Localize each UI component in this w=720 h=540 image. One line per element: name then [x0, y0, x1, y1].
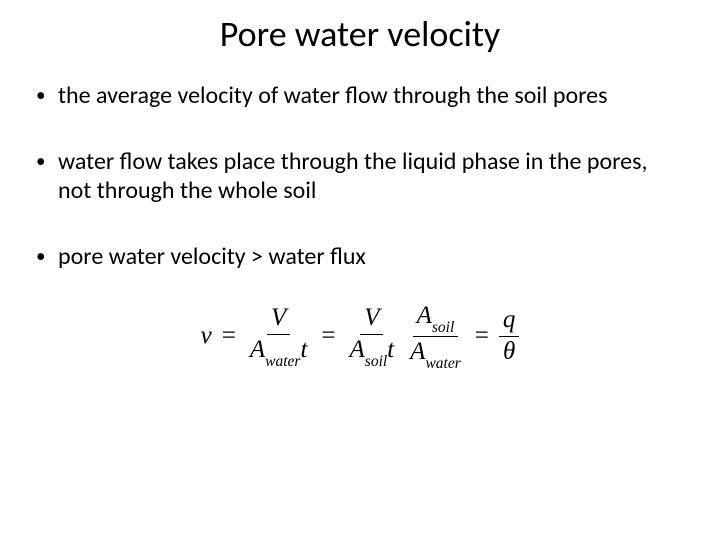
eq-lhs: v: [201, 322, 212, 350]
eq-sign: =: [473, 322, 491, 350]
eq-term-3: Asoil Awater: [406, 301, 465, 371]
equation: v = V Awatert = V Asoilt Asoil Awater = …: [201, 301, 520, 371]
slide-title: Pore water velocity: [36, 12, 684, 56]
eq-den: θ: [499, 337, 519, 367]
eq-num: V: [267, 303, 290, 334]
eq-num: V: [360, 303, 383, 334]
eq-num: q: [499, 305, 520, 336]
eq-den: Awatert: [246, 335, 312, 369]
list-item: water flow takes place through the liqui…: [36, 148, 684, 205]
eq-den: Asoilt: [346, 335, 399, 369]
eq-term-2: V Asoilt: [346, 303, 399, 369]
equation-block: v = V Awatert = V Asoilt Asoil Awater = …: [36, 301, 684, 371]
list-item: the average velocity of water flow throu…: [36, 82, 684, 110]
bullet-list: the average velocity of water flow throu…: [36, 82, 684, 271]
eq-sign: =: [319, 322, 337, 350]
eq-term-4: q θ: [499, 305, 520, 367]
eq-den: Awater: [406, 337, 465, 371]
eq-num: Asoil: [413, 301, 459, 336]
eq-sign: =: [220, 322, 238, 350]
list-item: pore water velocity > water flux: [36, 243, 684, 271]
slide: Pore water velocity the average velocity…: [0, 0, 720, 540]
eq-term-1: V Awatert: [246, 303, 312, 369]
